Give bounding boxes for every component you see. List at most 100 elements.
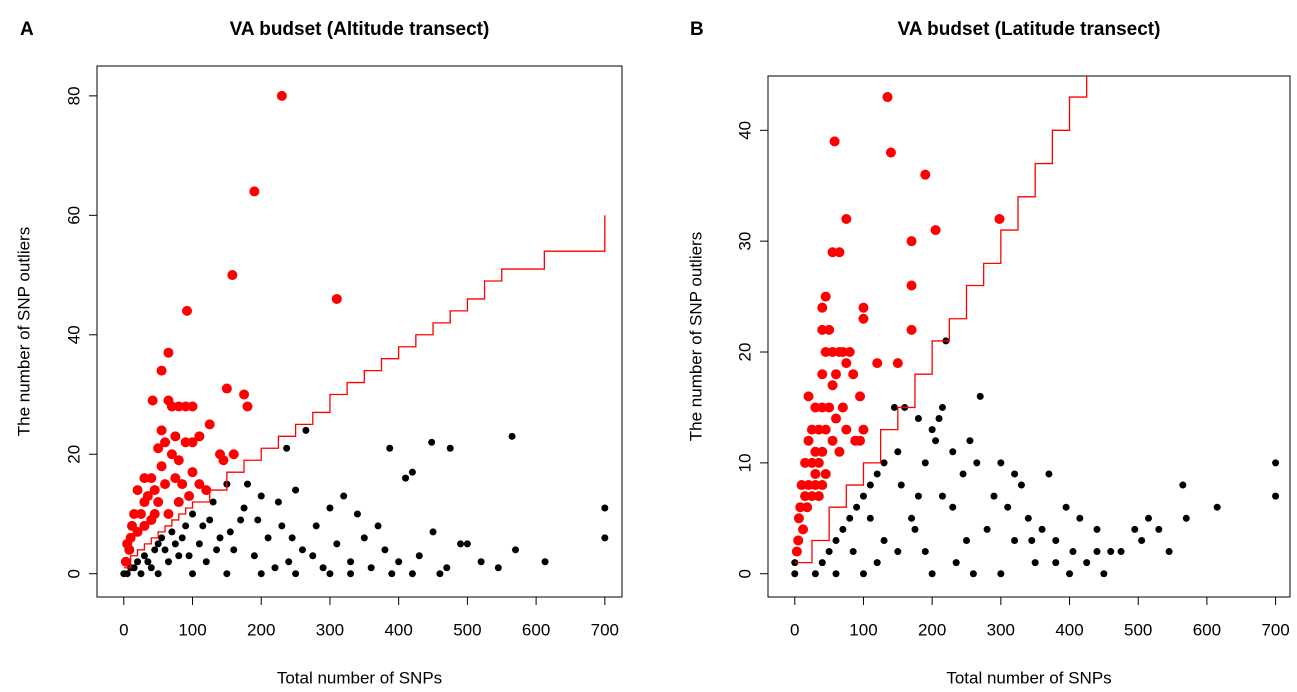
point bbox=[1024, 514, 1032, 522]
point bbox=[848, 369, 859, 380]
point bbox=[443, 564, 451, 572]
point bbox=[446, 444, 454, 452]
point bbox=[312, 522, 320, 530]
point bbox=[428, 438, 436, 446]
x-tick-label: 200 bbox=[918, 620, 946, 639]
point bbox=[333, 540, 341, 548]
point bbox=[187, 437, 198, 448]
point bbox=[381, 546, 389, 554]
point bbox=[830, 369, 841, 380]
point bbox=[395, 558, 403, 566]
point bbox=[1011, 536, 1019, 544]
point bbox=[187, 467, 198, 478]
plot-box bbox=[767, 75, 1291, 598]
y-tick-label: 40 bbox=[735, 121, 754, 140]
point bbox=[795, 502, 806, 513]
point bbox=[206, 516, 214, 524]
point bbox=[844, 347, 855, 358]
threshold-step-line bbox=[794, 76, 1088, 564]
point bbox=[810, 446, 821, 457]
plot-area bbox=[120, 90, 609, 578]
point bbox=[1076, 514, 1084, 522]
point bbox=[140, 552, 148, 560]
point bbox=[873, 559, 881, 567]
point bbox=[818, 559, 826, 567]
point bbox=[837, 402, 848, 413]
point bbox=[137, 570, 145, 578]
point bbox=[834, 247, 845, 258]
point bbox=[199, 522, 207, 530]
point bbox=[914, 415, 922, 423]
point bbox=[793, 513, 804, 524]
panel-label: A bbox=[20, 19, 34, 40]
point bbox=[218, 455, 229, 466]
point bbox=[254, 516, 262, 524]
point bbox=[890, 403, 898, 411]
x-tick-label: 500 bbox=[1124, 620, 1152, 639]
x-axis-label: Total number of SNPs bbox=[277, 668, 442, 687]
point bbox=[147, 395, 158, 406]
point bbox=[1038, 525, 1046, 533]
point bbox=[228, 449, 239, 460]
point bbox=[820, 468, 831, 479]
point bbox=[204, 419, 215, 430]
point bbox=[983, 525, 991, 533]
x-tick-label: 0 bbox=[790, 620, 799, 639]
point bbox=[817, 402, 828, 413]
point bbox=[1138, 536, 1146, 544]
point bbox=[813, 491, 824, 502]
point bbox=[1066, 570, 1074, 578]
point bbox=[195, 540, 203, 548]
point bbox=[360, 534, 368, 542]
point bbox=[243, 480, 251, 488]
point bbox=[813, 457, 824, 468]
panel: B VA budset (Latitude transect) Total numb… bbox=[686, 19, 1291, 687]
point bbox=[817, 480, 828, 491]
point bbox=[894, 548, 902, 556]
point bbox=[1213, 503, 1221, 511]
point bbox=[858, 424, 869, 435]
point bbox=[347, 558, 355, 566]
point bbox=[810, 402, 821, 413]
point bbox=[463, 540, 471, 548]
point bbox=[791, 570, 799, 578]
point bbox=[832, 536, 840, 544]
point bbox=[817, 324, 828, 335]
point bbox=[237, 516, 245, 524]
y-tick-label: 20 bbox=[64, 445, 83, 464]
point bbox=[824, 324, 835, 335]
point bbox=[271, 564, 279, 572]
point bbox=[1165, 548, 1173, 556]
point bbox=[156, 425, 167, 436]
y-tick-label: 60 bbox=[64, 206, 83, 225]
point bbox=[374, 522, 382, 530]
x-tick-label: 200 bbox=[247, 620, 275, 639]
point bbox=[825, 548, 833, 556]
point bbox=[477, 558, 485, 566]
point bbox=[990, 492, 998, 500]
point bbox=[149, 485, 160, 496]
point bbox=[932, 437, 940, 445]
point bbox=[800, 457, 811, 468]
point bbox=[830, 413, 841, 424]
point bbox=[824, 402, 835, 413]
point bbox=[938, 492, 946, 500]
point bbox=[541, 558, 549, 566]
point bbox=[386, 444, 394, 452]
point bbox=[882, 92, 893, 103]
point bbox=[242, 401, 253, 412]
point bbox=[257, 492, 265, 500]
x-tick-label: 100 bbox=[178, 620, 206, 639]
x-tick-label: 600 bbox=[1193, 620, 1221, 639]
point bbox=[1004, 503, 1012, 511]
point bbox=[201, 485, 212, 496]
point bbox=[158, 534, 166, 542]
point bbox=[930, 225, 941, 236]
point bbox=[894, 448, 902, 456]
point bbox=[858, 302, 869, 313]
point bbox=[283, 444, 291, 452]
point bbox=[866, 481, 874, 489]
point bbox=[388, 570, 396, 578]
point bbox=[820, 424, 831, 435]
point bbox=[859, 492, 867, 500]
